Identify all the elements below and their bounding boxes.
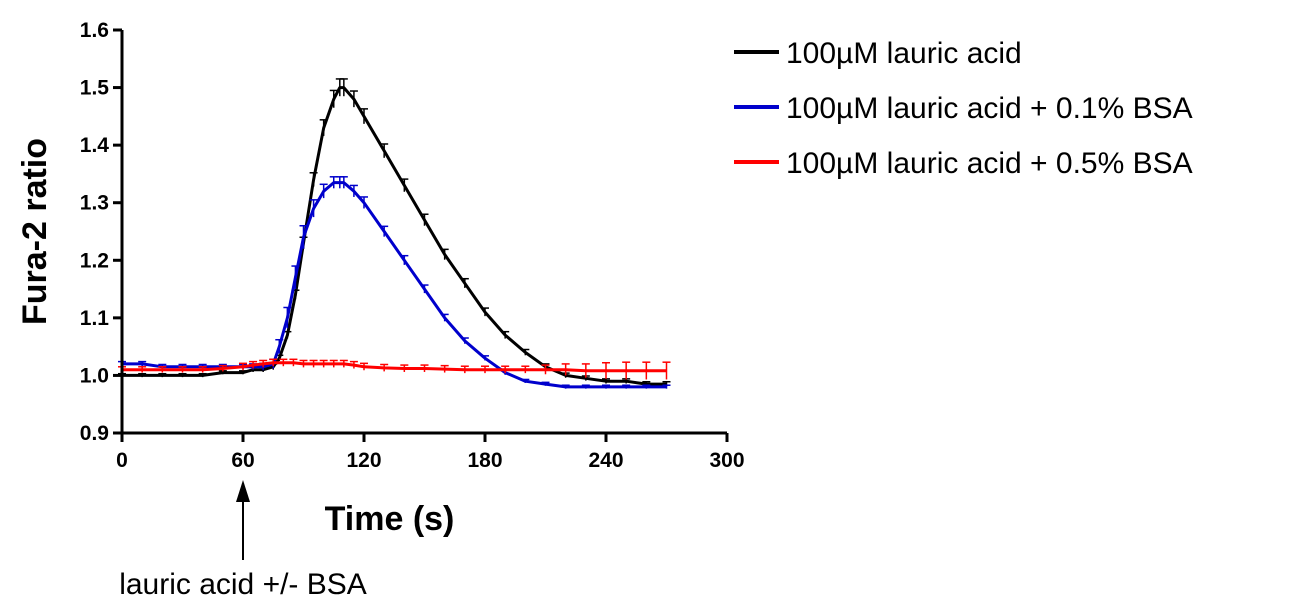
y-tick-label: 1.5	[80, 77, 110, 100]
x-axis-title: Time (s)	[325, 500, 455, 538]
legend-item: 100µM lauric acid	[734, 37, 1022, 70]
annotation-arrow-head	[236, 480, 250, 502]
legend-label: 100µM lauric acid + 0.1% BSA	[786, 92, 1193, 125]
x-tick-label: 240	[588, 449, 623, 472]
y-tick-label: 1.0	[80, 364, 109, 387]
x-tick-label: 60	[231, 449, 254, 472]
legend: 100µM lauric acid 100µM lauric acid + 0.1…	[734, 37, 1193, 180]
x-tick-label: 180	[467, 449, 502, 472]
y-tick-label: 0.9	[80, 422, 109, 445]
y-tick-label: 1.3	[80, 192, 109, 215]
series-2	[118, 176, 671, 389]
ticks-layer: 0.9 1.0 1.1 1.2 1.3 1.4 1.5 1.6 0 60 120 180 240 300	[80, 19, 745, 472]
legend-item: 100µM lauric acid + 0.5% BSA	[734, 147, 1193, 180]
series-line	[122, 181, 667, 389]
series-layer	[118, 78, 671, 389]
series-line	[122, 361, 667, 373]
legend-item: 100µM lauric acid + 0.1% BSA	[734, 92, 1193, 125]
annotation-label: lauric acid +/- BSA	[119, 568, 367, 601]
series-line	[122, 86, 667, 386]
annotation-layer: lauric acid +/- BSA	[119, 480, 367, 601]
x-tick-label: 0	[116, 449, 128, 472]
series-3	[118, 358, 671, 380]
x-tick-label: 300	[709, 449, 744, 472]
axes-layer	[120, 30, 727, 435]
legend-label: 100µM lauric acid + 0.5% BSA	[786, 147, 1193, 180]
y-tick-label: 1.1	[80, 307, 110, 330]
y-tick-label: 1.2	[80, 249, 109, 272]
y-tick-label: 1.4	[80, 134, 110, 157]
y-tick-label: 1.6	[80, 19, 109, 42]
legend-label: 100µM lauric acid	[786, 37, 1022, 70]
series-1	[118, 78, 671, 387]
x-tick-label: 120	[346, 449, 381, 472]
y-axis-title: Fura-2 ratio	[16, 138, 54, 325]
